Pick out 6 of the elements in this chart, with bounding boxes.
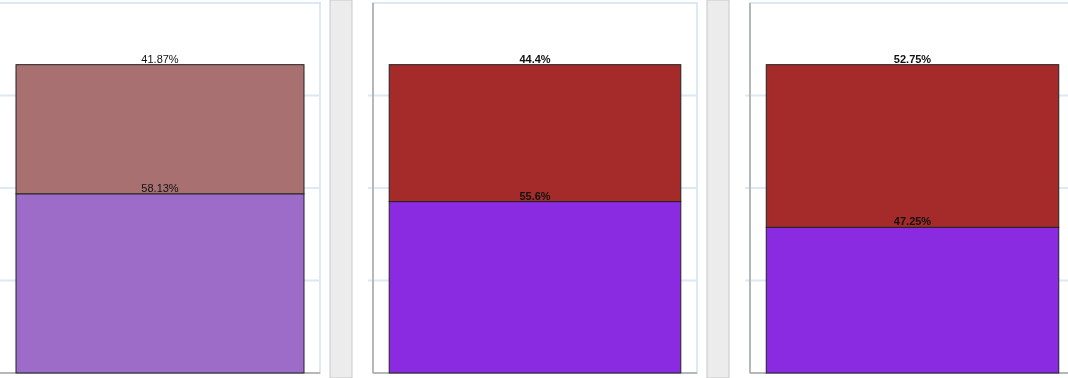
- data-label: 55.6%: [519, 189, 551, 202]
- data-label: 44.4%: [519, 52, 551, 65]
- data-label: 47.25%: [893, 215, 932, 228]
- data-label: 52.75%: [893, 52, 932, 65]
- data-label: 58.13%: [141, 181, 179, 194]
- data-label: 41.87%: [141, 52, 179, 65]
